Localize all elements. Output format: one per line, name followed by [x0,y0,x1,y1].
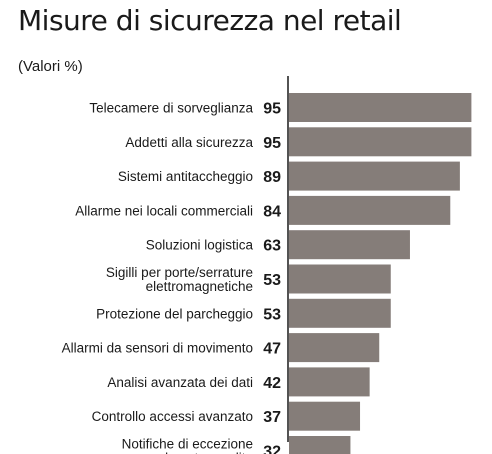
bar [289,264,391,294]
value-label: 95 [263,135,281,152]
value-label: 47 [263,341,281,358]
category-label: Sistemi antitaccheggio [118,169,253,184]
category-label: Telecamere di sorveglianza [89,101,253,116]
value-label: 37 [263,409,281,426]
category-label: Addetti alla sicurezza [125,135,253,150]
value-label: 63 [263,238,281,255]
bar [289,230,410,260]
bar [289,195,451,225]
category-label: elettromagnetiche [146,279,253,294]
category-label: al punto vendita [158,451,254,454]
bar [289,367,370,397]
category-label: Allarme nei locali commerciali [75,203,253,218]
bar [289,298,391,328]
value-label: 84 [263,203,281,220]
bar [289,401,361,431]
category-label: Notifiche di eccezione [122,437,253,452]
bar [289,161,460,191]
value-label: 53 [263,272,281,289]
category-label: Soluzioni logistica [146,238,254,253]
category-label: Allarmi da sensori di movimento [62,341,253,356]
category-label: Sigilli per porte/serrature [106,265,253,280]
value-label: 95 [263,101,281,118]
chart-title: Misure di sicurezza nel retail [18,4,402,37]
bar [289,436,351,454]
category-label: Protezione del parcheggio [96,306,253,321]
chart-subtitle: (Valori %) [18,58,83,75]
category-label: Analisi avanzata dei dati [107,375,253,390]
bar [289,333,380,363]
value-label: 42 [263,375,281,392]
bar [289,127,472,157]
category-label: Controllo accessi avanzato [92,409,253,424]
value-label: 32 [263,444,281,454]
value-label: 53 [263,306,281,323]
bar [289,93,472,122]
value-label: 89 [263,169,281,186]
